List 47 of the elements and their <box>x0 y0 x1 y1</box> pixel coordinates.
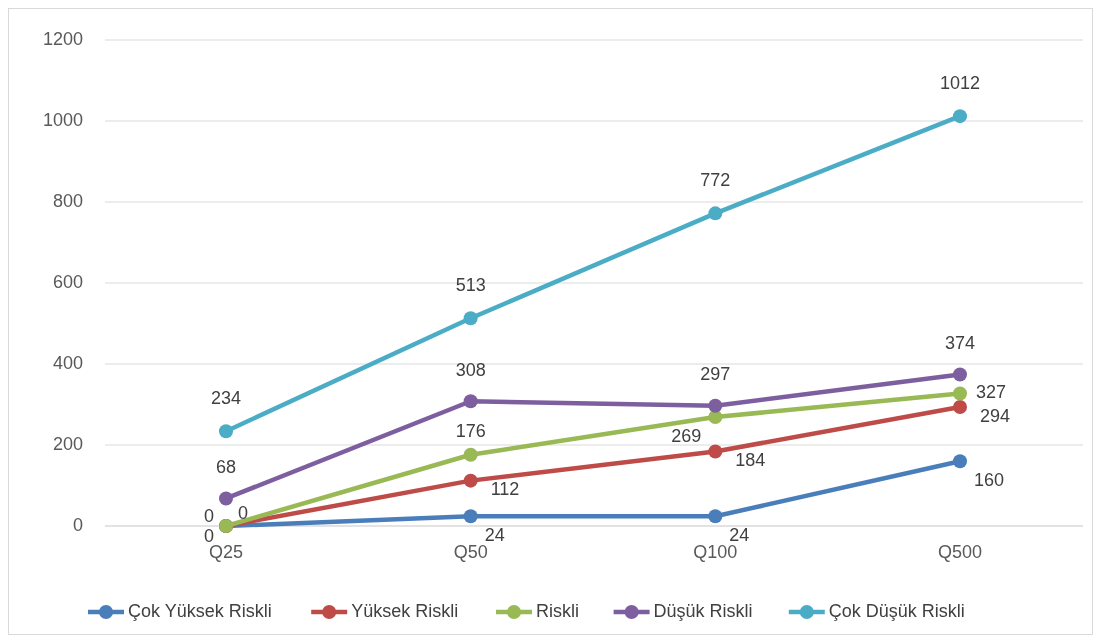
point <box>953 386 967 401</box>
y-tick-label: 1200 <box>42 28 83 49</box>
data-label: 269 <box>671 425 702 446</box>
data-label: 374 <box>944 333 976 354</box>
legend-label: Riskli <box>536 600 579 621</box>
legend-label: Çok Düşük Riskli <box>828 600 965 621</box>
legend-label: Çok Yüksek Riskli <box>128 600 272 621</box>
point <box>708 509 723 524</box>
data-label: 513 <box>455 274 486 295</box>
point <box>219 491 233 506</box>
point <box>708 398 723 413</box>
y-tick-label: 800 <box>52 190 83 211</box>
data-label: 68 <box>215 457 237 478</box>
point <box>463 473 478 488</box>
data-label: 112 <box>490 479 520 500</box>
y-tick-label: 600 <box>52 271 83 292</box>
point <box>219 424 233 439</box>
point <box>708 206 723 221</box>
data-label: 772 <box>700 170 731 191</box>
data-label: 176 <box>455 421 486 442</box>
y-tick-label: 400 <box>52 352 83 373</box>
legend-label: Düşük Riskli <box>653 600 753 621</box>
y-tick-label: 0 <box>72 514 83 535</box>
data-label: 184 <box>735 450 766 471</box>
point <box>463 311 478 326</box>
data-label: 297 <box>700 364 731 385</box>
point <box>463 447 478 462</box>
y-tick-label: 1000 <box>42 109 83 130</box>
x-tick-label: Q500 <box>937 542 983 562</box>
point <box>463 394 478 409</box>
point <box>953 109 967 124</box>
y-tick-label: 200 <box>52 433 83 454</box>
point <box>953 454 967 469</box>
data-label: 160 <box>974 469 1005 490</box>
data-label: 327 <box>976 382 1007 403</box>
point <box>953 367 967 382</box>
data-label: 0 <box>203 505 214 526</box>
data-label: 294 <box>980 405 1011 426</box>
point <box>463 509 478 524</box>
legend-label: Yüksek Riskli <box>351 600 459 621</box>
data-label: 308 <box>455 360 486 381</box>
point <box>708 444 723 459</box>
data-label: 1012 <box>939 72 981 93</box>
point <box>708 410 723 425</box>
point <box>953 399 967 414</box>
data-label: 0 <box>238 502 249 523</box>
data-label: 234 <box>210 387 242 408</box>
